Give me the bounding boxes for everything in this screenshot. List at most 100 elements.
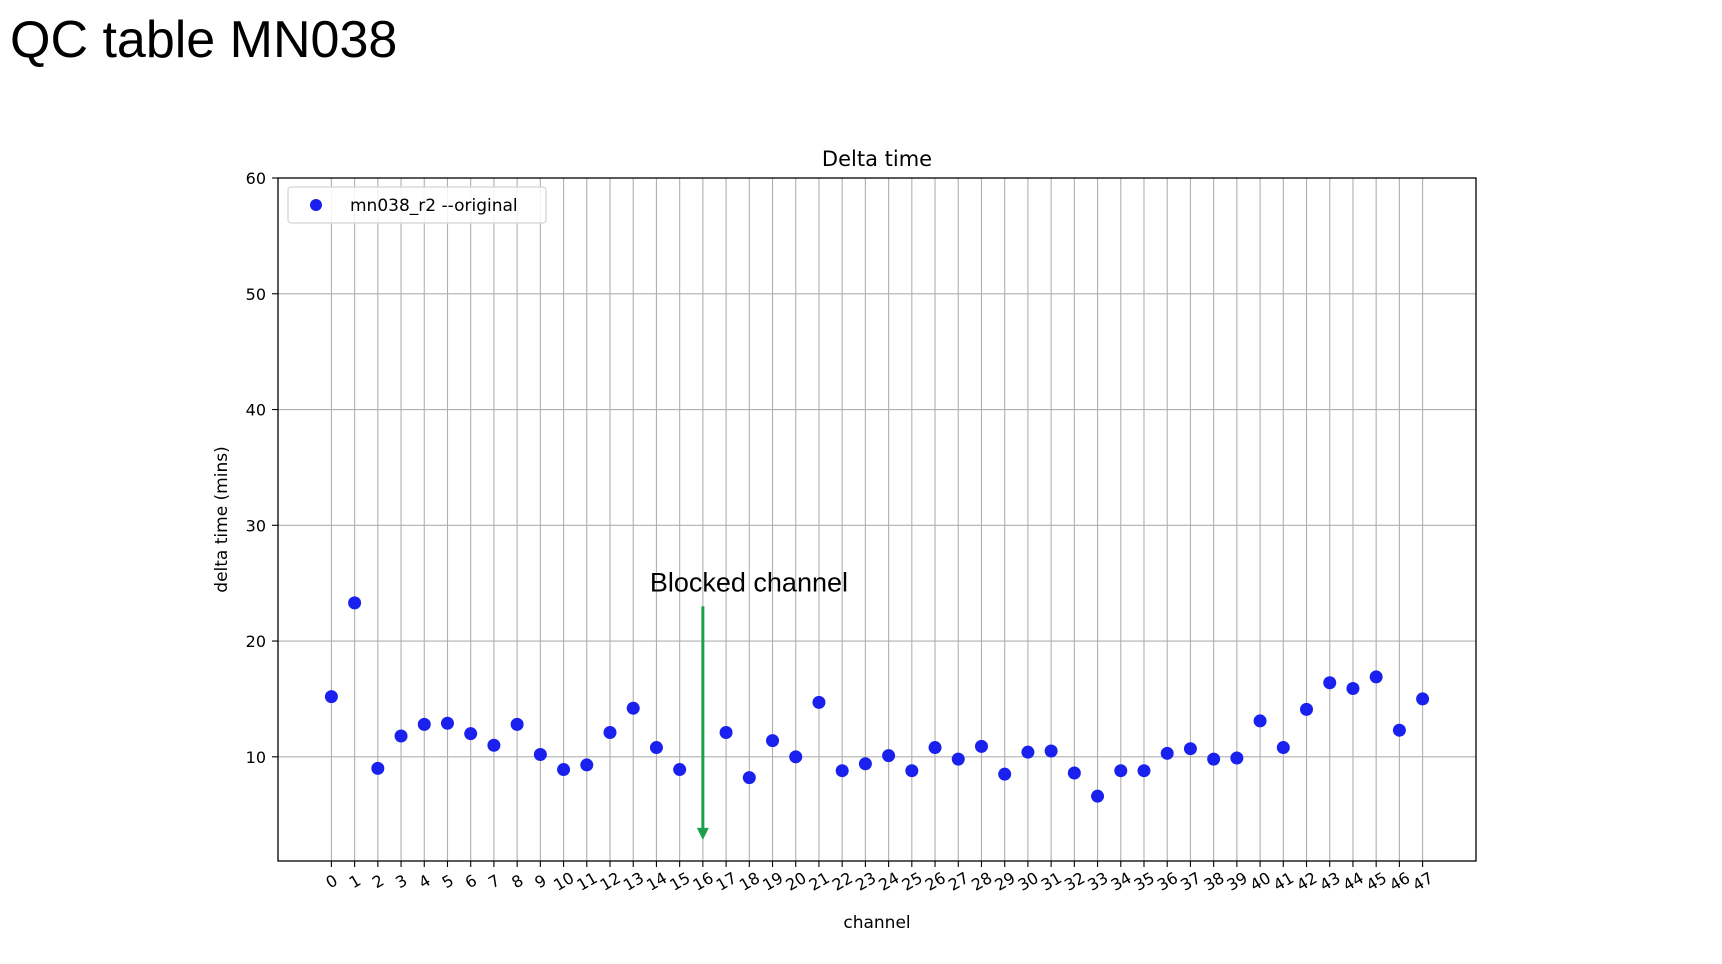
data-point <box>649 741 663 755</box>
annotations: Blocked channel <box>650 567 848 840</box>
data-point <box>1091 789 1105 803</box>
x-tick-label: 21 <box>806 868 833 895</box>
x-tick-label: 11 <box>573 868 600 895</box>
data-point <box>1253 714 1267 728</box>
data-point <box>858 757 872 771</box>
annotation-label: Blocked channel <box>650 567 848 597</box>
data-point <box>487 738 501 752</box>
x-tick-label: 15 <box>666 868 693 895</box>
plot-area-frame <box>277 177 1477 862</box>
legend: mn038_r2 --original <box>287 186 547 224</box>
x-tick-label: 31 <box>1038 868 1065 895</box>
data-point <box>766 734 780 748</box>
data-point <box>951 752 965 766</box>
data-point <box>371 761 385 775</box>
x-axis-title: channel <box>843 913 910 933</box>
data-point <box>1323 676 1337 690</box>
data-point <box>1207 752 1221 766</box>
y-tick-label: 10 <box>246 748 266 767</box>
data-point <box>464 727 478 741</box>
data-point <box>440 716 454 730</box>
y-tick-label: 20 <box>246 632 266 651</box>
x-tick-label: 37 <box>1177 868 1204 895</box>
data-point <box>1369 670 1383 684</box>
x-tick-label: 45 <box>1363 868 1390 895</box>
data-point <box>1416 692 1430 706</box>
x-tick-label: 14 <box>643 868 670 895</box>
x-tick-label: 26 <box>922 868 949 895</box>
data-point <box>1392 723 1406 737</box>
x-tick-label: 10 <box>550 868 577 895</box>
scatter-points <box>324 596 1430 803</box>
y-tick-label: 60 <box>246 169 266 188</box>
y-tick-label: 30 <box>246 516 266 535</box>
x-tick-label: 18 <box>736 868 763 895</box>
x-tick-label: 9 <box>531 871 549 893</box>
x-tick-label: 17 <box>713 868 740 895</box>
x-tick-label: 40 <box>1247 868 1274 895</box>
x-tick-label: 3 <box>392 871 410 893</box>
x-tick-label: 4 <box>415 871 433 893</box>
data-point <box>603 726 617 740</box>
data-point <box>1300 702 1314 716</box>
x-tick-label: 23 <box>852 868 879 895</box>
x-tick-label: 12 <box>597 868 624 895</box>
data-point <box>1276 741 1290 755</box>
x-tick-label: 20 <box>782 868 809 895</box>
x-tick-label: 36 <box>1154 868 1181 895</box>
data-point <box>1137 764 1151 778</box>
x-tick-label: 30 <box>1015 868 1042 895</box>
x-tick-label: 32 <box>1061 868 1088 895</box>
data-point <box>905 764 919 778</box>
data-point <box>1183 742 1197 756</box>
data-point <box>1021 745 1035 759</box>
data-point <box>580 758 594 772</box>
x-tick-label: 24 <box>875 868 902 895</box>
data-point <box>1230 751 1244 765</box>
legend-marker <box>310 199 322 211</box>
data-point <box>1160 746 1174 760</box>
x-tick-label: 33 <box>1084 868 1111 895</box>
x-tick-label: 6 <box>462 871 480 893</box>
x-tick-label: 27 <box>945 868 972 895</box>
x-tick-label: 46 <box>1386 868 1413 895</box>
x-tick-label: 0 <box>322 871 340 893</box>
x-tick-label: 5 <box>439 871 457 893</box>
data-point <box>974 739 988 753</box>
data-point <box>417 717 431 731</box>
data-point <box>812 695 826 709</box>
data-point <box>789 750 803 764</box>
x-tick-label: 25 <box>899 868 926 895</box>
x-tick-label: 19 <box>759 868 786 895</box>
annotation-arrow-head <box>696 827 709 840</box>
data-point <box>510 717 524 731</box>
chart-title: Delta time <box>822 147 932 171</box>
data-point <box>882 749 896 763</box>
x-tick-label: 29 <box>991 868 1018 895</box>
data-point <box>557 763 571 777</box>
data-point <box>673 763 687 777</box>
data-point <box>1067 766 1081 780</box>
data-point <box>394 729 408 743</box>
y-axis-title: delta time (mins) <box>212 446 232 592</box>
grid <box>278 177 1476 861</box>
x-tick-label: 41 <box>1270 868 1297 895</box>
y-tick-label: 50 <box>246 285 266 304</box>
x-tick-label: 38 <box>1200 868 1227 895</box>
x-tick-label: 28 <box>968 868 995 895</box>
y-tick-label: 40 <box>246 401 266 420</box>
data-point <box>719 726 733 740</box>
x-tick-label: 22 <box>829 868 856 895</box>
x-tick-label: 44 <box>1340 868 1367 895</box>
x-tick-label: 42 <box>1293 868 1320 895</box>
x-tick-label: 39 <box>1224 868 1251 895</box>
x-tick-label: 35 <box>1131 868 1158 895</box>
x-tick-label: 34 <box>1107 868 1134 895</box>
x-tick-label: 16 <box>690 868 717 895</box>
data-point <box>626 701 640 715</box>
x-tick-label: 43 <box>1316 868 1343 895</box>
data-point <box>742 771 756 785</box>
x-tick-label: 13 <box>620 868 647 895</box>
data-point <box>928 741 942 755</box>
